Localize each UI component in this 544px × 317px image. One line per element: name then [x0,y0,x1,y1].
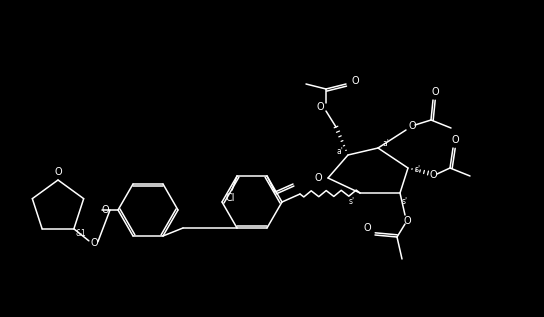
Text: O: O [314,173,322,183]
Text: O: O [429,170,437,180]
Text: O: O [431,87,439,97]
Text: O: O [90,238,98,248]
Text: a': a' [337,146,343,156]
Text: O: O [351,76,359,86]
Text: O: O [451,135,459,145]
Text: s': s' [349,197,355,205]
Text: Cl: Cl [225,193,235,203]
Text: O: O [316,102,324,112]
Text: O: O [403,216,411,226]
Text: &1: &1 [76,229,86,238]
Text: O: O [363,223,371,233]
Text: O: O [54,167,62,177]
Text: s': s' [402,197,408,205]
Text: a': a' [382,139,390,148]
Text: O: O [408,121,416,131]
Text: s': s' [415,165,421,174]
Text: O: O [101,205,109,215]
